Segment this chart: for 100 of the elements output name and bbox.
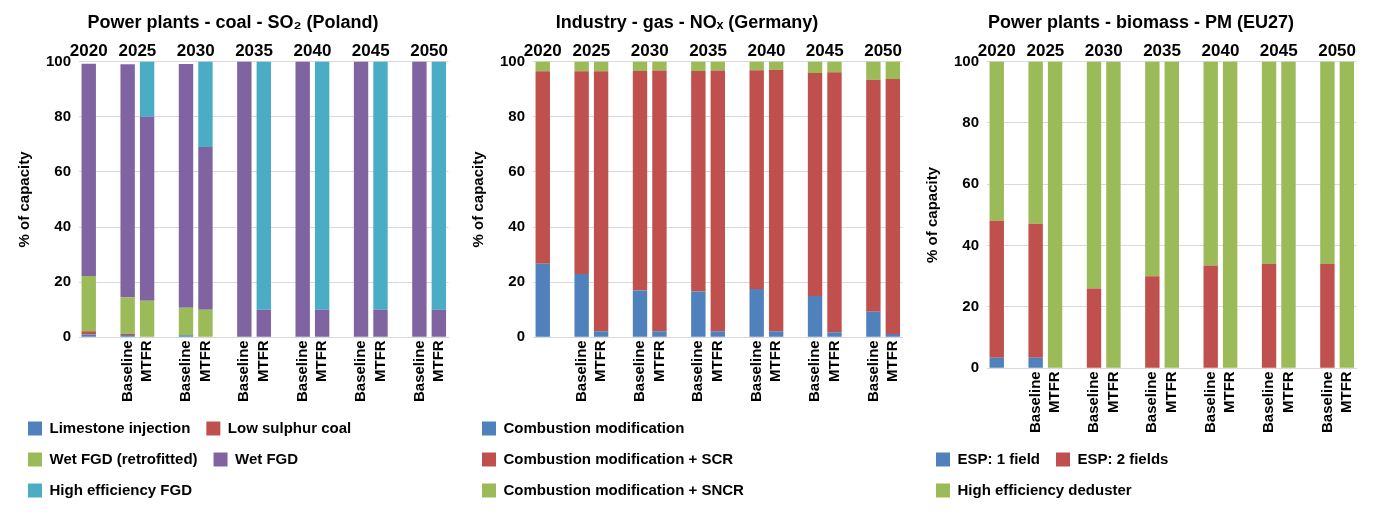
bar	[139, 116, 155, 301]
x-tick-label: Baseline	[1142, 371, 1160, 433]
x-tick-label: Baseline	[863, 340, 881, 402]
text: 2025	[572, 40, 611, 60]
bar	[1047, 61, 1063, 368]
bar	[691, 61, 706, 71]
bar	[866, 61, 881, 80]
bar	[749, 61, 764, 71]
legend-label: Combustion modification + SCR	[503, 449, 734, 467]
bar	[574, 61, 589, 72]
legend-label: Low sulphur coal	[227, 418, 352, 436]
bar	[768, 331, 784, 337]
bar	[314, 309, 330, 337]
bar	[1281, 61, 1296, 368]
x-tick-label: Baseline	[351, 340, 369, 402]
x-tick-label: Baseline	[409, 340, 427, 402]
legend-label: Limestone injection	[49, 418, 191, 436]
y-tick-label: 80	[962, 113, 980, 131]
x-tick-label: MTFR	[882, 340, 900, 382]
bar	[691, 291, 706, 337]
bar	[807, 61, 823, 73]
legend-label: High efficiency FGD	[49, 480, 193, 498]
y-tick-label: 80	[54, 106, 72, 124]
text: 2030	[630, 40, 669, 60]
x-tick-label: MTFR	[707, 340, 725, 382]
bar	[866, 311, 881, 337]
bar	[1028, 61, 1043, 224]
bar	[574, 71, 589, 274]
bar	[535, 61, 550, 72]
bar	[431, 309, 447, 337]
text: 2030	[1084, 40, 1123, 60]
bar	[198, 147, 213, 310]
bar	[1164, 61, 1179, 368]
bar	[139, 61, 155, 117]
y-axis-title: % of capacity	[15, 150, 33, 248]
x-tick-label: MTFR	[1103, 371, 1121, 413]
bar	[178, 64, 194, 308]
x-tick-label: MTFR	[766, 340, 784, 382]
bar	[989, 61, 1004, 221]
bar	[632, 70, 648, 291]
x-tick-label: MTFR	[137, 340, 155, 382]
bar	[1339, 61, 1355, 368]
x-tick-label: MTFR	[1278, 371, 1296, 413]
bar	[768, 69, 784, 332]
bar	[1086, 61, 1102, 289]
text: 2030	[176, 40, 215, 60]
text: 2025	[1026, 40, 1065, 60]
legend-label: ESP: 2 fields	[1077, 449, 1169, 467]
text: 2045	[805, 40, 844, 60]
x-tick-label: Baseline	[571, 340, 589, 402]
bar	[256, 61, 271, 310]
bar	[314, 61, 330, 310]
bar	[749, 289, 764, 337]
bar	[1222, 61, 1238, 368]
y-axis-title: % of capacity	[923, 166, 941, 263]
chart-title: Power plants - biomass - PM (EU27)	[987, 11, 1295, 32]
legend-label: Wet FGD	[235, 449, 299, 467]
bar	[431, 61, 447, 310]
bar	[652, 70, 667, 332]
bar	[1106, 61, 1121, 368]
x-tick-label: Baseline	[1317, 371, 1335, 433]
bar	[198, 309, 213, 337]
y-tick-label: 40	[508, 217, 526, 235]
bar	[1028, 357, 1043, 368]
bar	[535, 71, 550, 264]
chart-title: Industry - gas - NOₓ (Germany)	[555, 11, 819, 32]
bar	[1028, 223, 1043, 358]
legend-label: Wet FGD (retrofitted)	[49, 449, 198, 467]
y-tick-label: 40	[54, 217, 72, 235]
x-tick-label: MTFR	[1161, 371, 1179, 413]
x-tick-label: MTFR	[591, 340, 609, 382]
x-tick-label: MTFR	[1220, 371, 1238, 413]
y-tick-label: 60	[508, 162, 526, 180]
bar	[885, 78, 901, 334]
y-tick-label: 40	[962, 235, 980, 253]
x-tick-label: Baseline	[1084, 371, 1102, 433]
bar	[295, 61, 310, 337]
bar	[256, 309, 271, 337]
chart-title: Power plants - coal - SO₂ (Poland)	[87, 11, 379, 32]
y-tick-label: 20	[962, 297, 980, 315]
bar	[807, 72, 823, 296]
bar	[1203, 61, 1218, 266]
y-tick-label: 0	[516, 327, 526, 345]
text: 2035	[1143, 40, 1181, 60]
legend-label: ESP: 1 field	[957, 449, 1041, 467]
bar	[1261, 61, 1277, 265]
text: 2050	[410, 40, 449, 60]
y-tick-label: 20	[508, 272, 526, 290]
bar	[373, 61, 388, 310]
text: 2040	[293, 40, 332, 60]
bar	[989, 357, 1004, 368]
bar	[1203, 265, 1218, 368]
x-tick-label: Baseline	[688, 340, 706, 402]
bar	[989, 220, 1004, 358]
bar	[691, 70, 706, 292]
text: 2045	[351, 40, 390, 60]
x-tick-label: MTFR	[824, 340, 842, 382]
bar	[1145, 276, 1160, 368]
x-tick-label: MTFR	[312, 340, 330, 382]
text: 2050	[1318, 40, 1357, 60]
